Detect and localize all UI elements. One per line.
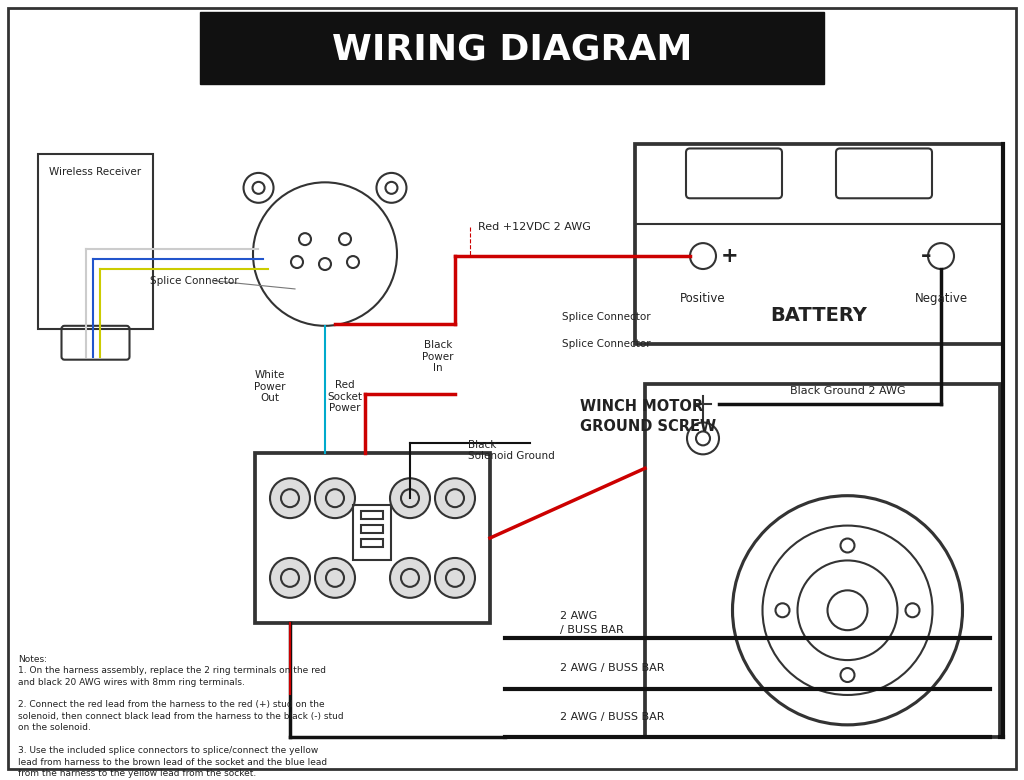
Text: 2 AWG / BUSS BAR: 2 AWG / BUSS BAR [560,712,665,722]
Bar [645,384,1000,737]
Circle shape [435,478,475,518]
Bar [361,511,383,519]
Text: 1. On the harness assembly, replace the 2 ring terminals on the red: 1. On the harness assembly, replace the … [18,666,326,675]
Bar [361,539,383,547]
Bar [38,154,153,329]
Bar [200,12,824,83]
Text: 3. Use the included splice connectors to splice/connect the yellow: 3. Use the included splice connectors to… [18,746,318,755]
Text: Wireless Receiver: Wireless Receiver [49,168,141,177]
Text: Black
Solenoid Ground: Black Solenoid Ground [468,440,555,461]
Circle shape [435,558,475,597]
Text: Negative: Negative [914,292,968,305]
Circle shape [390,558,430,597]
Text: from the harness to the yellow lead from the socket.: from the harness to the yellow lead from… [18,769,256,778]
Text: 2 AWG: 2 AWG [560,611,597,621]
Text: on the solenoid.: on the solenoid. [18,723,91,732]
Text: solenoid, then connect black lead from the harness to the black (-) stud: solenoid, then connect black lead from t… [18,712,344,721]
Text: –: – [921,246,932,266]
Text: Black
Power
In: Black Power In [422,340,454,374]
Circle shape [270,558,310,597]
Text: Splice Connector: Splice Connector [150,276,239,286]
Bar [361,525,383,533]
Text: and black 20 AWG wires with 8mm ring terminals.: and black 20 AWG wires with 8mm ring ter… [18,678,245,686]
Circle shape [315,558,355,597]
Text: 2. Connect the red lead from the harness to the red (+) stud on the: 2. Connect the red lead from the harness… [18,700,325,710]
Text: / BUSS BAR: / BUSS BAR [560,625,624,635]
Text: GROUND SCREW: GROUND SCREW [580,419,716,434]
Bar [255,453,490,622]
Text: Black Ground 2 AWG: Black Ground 2 AWG [790,385,905,395]
Text: Red +12VDC 2 AWG: Red +12VDC 2 AWG [478,222,591,232]
Text: +: + [721,246,738,266]
Bar [635,144,1002,344]
Text: WINCH MOTOR: WINCH MOTOR [580,399,703,414]
Text: Splice Connector: Splice Connector [562,312,650,322]
Text: BATTERY: BATTERY [771,307,867,325]
Circle shape [315,478,355,518]
Text: Notes:: Notes: [18,654,47,664]
Text: Red
Socket
Power: Red Socket Power [328,380,362,413]
Text: 2 AWG / BUSS BAR: 2 AWG / BUSS BAR [560,662,665,672]
Text: Positive: Positive [680,292,726,305]
Text: lead from harness to the brown lead of the socket and the blue lead: lead from harness to the brown lead of t… [18,757,327,767]
Circle shape [390,478,430,518]
Circle shape [270,478,310,518]
Text: Splice Connector: Splice Connector [562,339,650,349]
Bar [353,505,391,560]
Text: White
Power
Out: White Power Out [254,370,286,403]
Text: WIRING DIAGRAM: WIRING DIAGRAM [332,33,692,67]
